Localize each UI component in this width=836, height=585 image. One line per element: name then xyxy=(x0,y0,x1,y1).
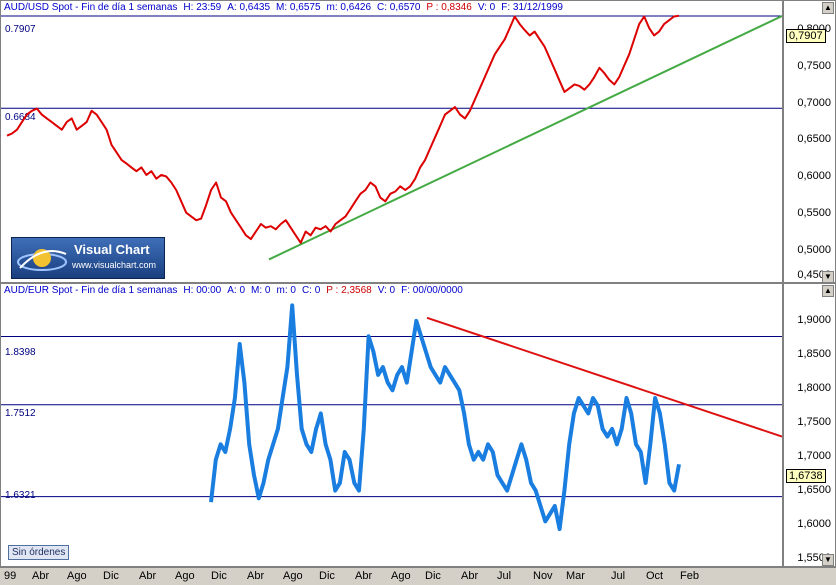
y-tick: 0,7000 xyxy=(797,97,831,109)
y-tick: 0,6500 xyxy=(797,133,831,145)
x-tick: 99 xyxy=(4,570,17,582)
top-price-axis[interactable]: ▲ 0,8000 0,7500 0,7000 0,6500 0,6000 0,5… xyxy=(783,0,836,283)
y-tick: 0,5000 xyxy=(797,244,831,256)
x-tick: Dic xyxy=(211,570,227,582)
bottom-chart-pane[interactable]: AUD/EUR Spot - Fin de día 1 semanas H: 00… xyxy=(0,283,783,567)
y-tick: 1,7000 xyxy=(797,450,831,462)
current-price-flag: 0,7907 xyxy=(786,29,826,43)
bottom-plot-area xyxy=(1,303,782,532)
bottom-title-m-low: m: 0 xyxy=(276,285,296,296)
top-title-m-low: m: 0,6426 xyxy=(326,2,372,13)
trend-line xyxy=(268,15,782,261)
bottom-title-v: V: 0 xyxy=(377,285,396,296)
top-chart-pane[interactable]: AUD/USD Spot - Fin de día 1 semanas H: 23… xyxy=(0,0,783,283)
y-tick: 1,6000 xyxy=(797,518,831,530)
trend-line xyxy=(426,316,782,438)
y-tick: 1,7500 xyxy=(797,416,831,428)
y-tick: 1,9000 xyxy=(797,314,831,326)
y-tick: 1,8000 xyxy=(797,382,831,394)
x-tick: Mar xyxy=(566,570,585,582)
top-title-h: H: 23:59 xyxy=(183,2,222,13)
top-title-v: V: 0 xyxy=(477,2,496,13)
visual-chart-logo: Visual Chart www.visualchart.com xyxy=(11,237,165,279)
top-title-f: F: 31/12/1999 xyxy=(501,2,563,13)
bottom-title-f: F: 00/00/0000 xyxy=(401,285,463,296)
globe-icon xyxy=(17,249,67,271)
x-tick: Oct xyxy=(646,570,664,582)
x-tick: Ago xyxy=(391,570,411,582)
x-tick: Dic xyxy=(103,570,119,582)
bottom-hline-label: 1.6321 xyxy=(5,490,36,501)
x-tick: Jul xyxy=(611,570,626,582)
logo-url: www.visualchart.com xyxy=(72,260,157,270)
x-tick: Ago xyxy=(283,570,303,582)
time-axis[interactable]: 99 Abr Ago Dic Abr Ago Dic Abr Ago Dic A… xyxy=(0,567,836,585)
y-tick: 0,7500 xyxy=(797,60,831,72)
scroll-down-icon[interactable]: ▼ xyxy=(822,554,834,566)
x-tick: Abr xyxy=(139,570,157,582)
top-hline-label: 0.7907 xyxy=(5,24,36,35)
top-hline-label: 0.6684 xyxy=(5,112,36,123)
scroll-down-icon[interactable]: ▼ xyxy=(822,271,834,283)
scroll-up-icon[interactable]: ▲ xyxy=(822,285,834,297)
x-tick: Jul xyxy=(497,570,512,582)
top-plot-area xyxy=(1,14,782,261)
y-tick: 1,8500 xyxy=(797,348,831,360)
x-tick: Nov xyxy=(533,570,553,582)
x-tick: Feb xyxy=(680,570,699,582)
current-price-flag: 1,6738 xyxy=(786,469,826,483)
x-tick: Dic xyxy=(425,570,441,582)
top-title-a: A: 0,6435 xyxy=(227,2,271,13)
x-tick: Abr xyxy=(461,570,479,582)
x-tick: Abr xyxy=(32,570,50,582)
price-line xyxy=(209,303,681,532)
x-tick: Ago xyxy=(67,570,87,582)
orders-status: Sin órdenes xyxy=(8,545,70,560)
bottom-hline-label: 1.7512 xyxy=(5,408,36,419)
x-tick: Dic xyxy=(319,570,335,582)
x-tick: Abr xyxy=(247,570,265,582)
bottom-hline-label: 1.8398 xyxy=(5,347,36,358)
bottom-title-m-high: M: 0 xyxy=(251,285,271,296)
top-pane-title: AUD/USD Spot - Fin de día 1 semanas H: 23… xyxy=(4,2,569,13)
x-tick: Abr xyxy=(355,570,373,582)
top-title-name: AUD/USD Spot - Fin de día 1 semanas xyxy=(4,2,178,13)
bottom-title-name: AUD/EUR Spot - Fin de día 1 semanas xyxy=(4,285,178,296)
x-tick: Ago xyxy=(175,570,195,582)
bottom-title-c: C: 0 xyxy=(301,285,321,296)
bottom-title-a: A: 0 xyxy=(227,285,246,296)
y-tick: 0,5500 xyxy=(797,207,831,219)
y-tick: 0,6000 xyxy=(797,170,831,182)
bottom-pane-title: AUD/EUR Spot - Fin de día 1 semanas H: 00… xyxy=(4,285,469,296)
top-title-c: C: 0,6570 xyxy=(377,2,421,13)
bottom-title-h: H: 00:00 xyxy=(183,285,222,296)
y-tick: 1,6500 xyxy=(797,484,831,496)
bottom-title-p: P : 2,3568 xyxy=(326,285,372,296)
price-line xyxy=(6,14,680,244)
bottom-price-axis[interactable]: ▲ 1,9000 1,8500 1,8000 1,7500 1,7000 1,6… xyxy=(783,283,836,567)
top-title-m-high: M: 0,6575 xyxy=(276,2,321,13)
scroll-up-icon[interactable]: ▲ xyxy=(822,2,834,14)
logo-name: Visual Chart xyxy=(74,242,150,257)
top-title-p: P : 0,8346 xyxy=(426,2,472,13)
